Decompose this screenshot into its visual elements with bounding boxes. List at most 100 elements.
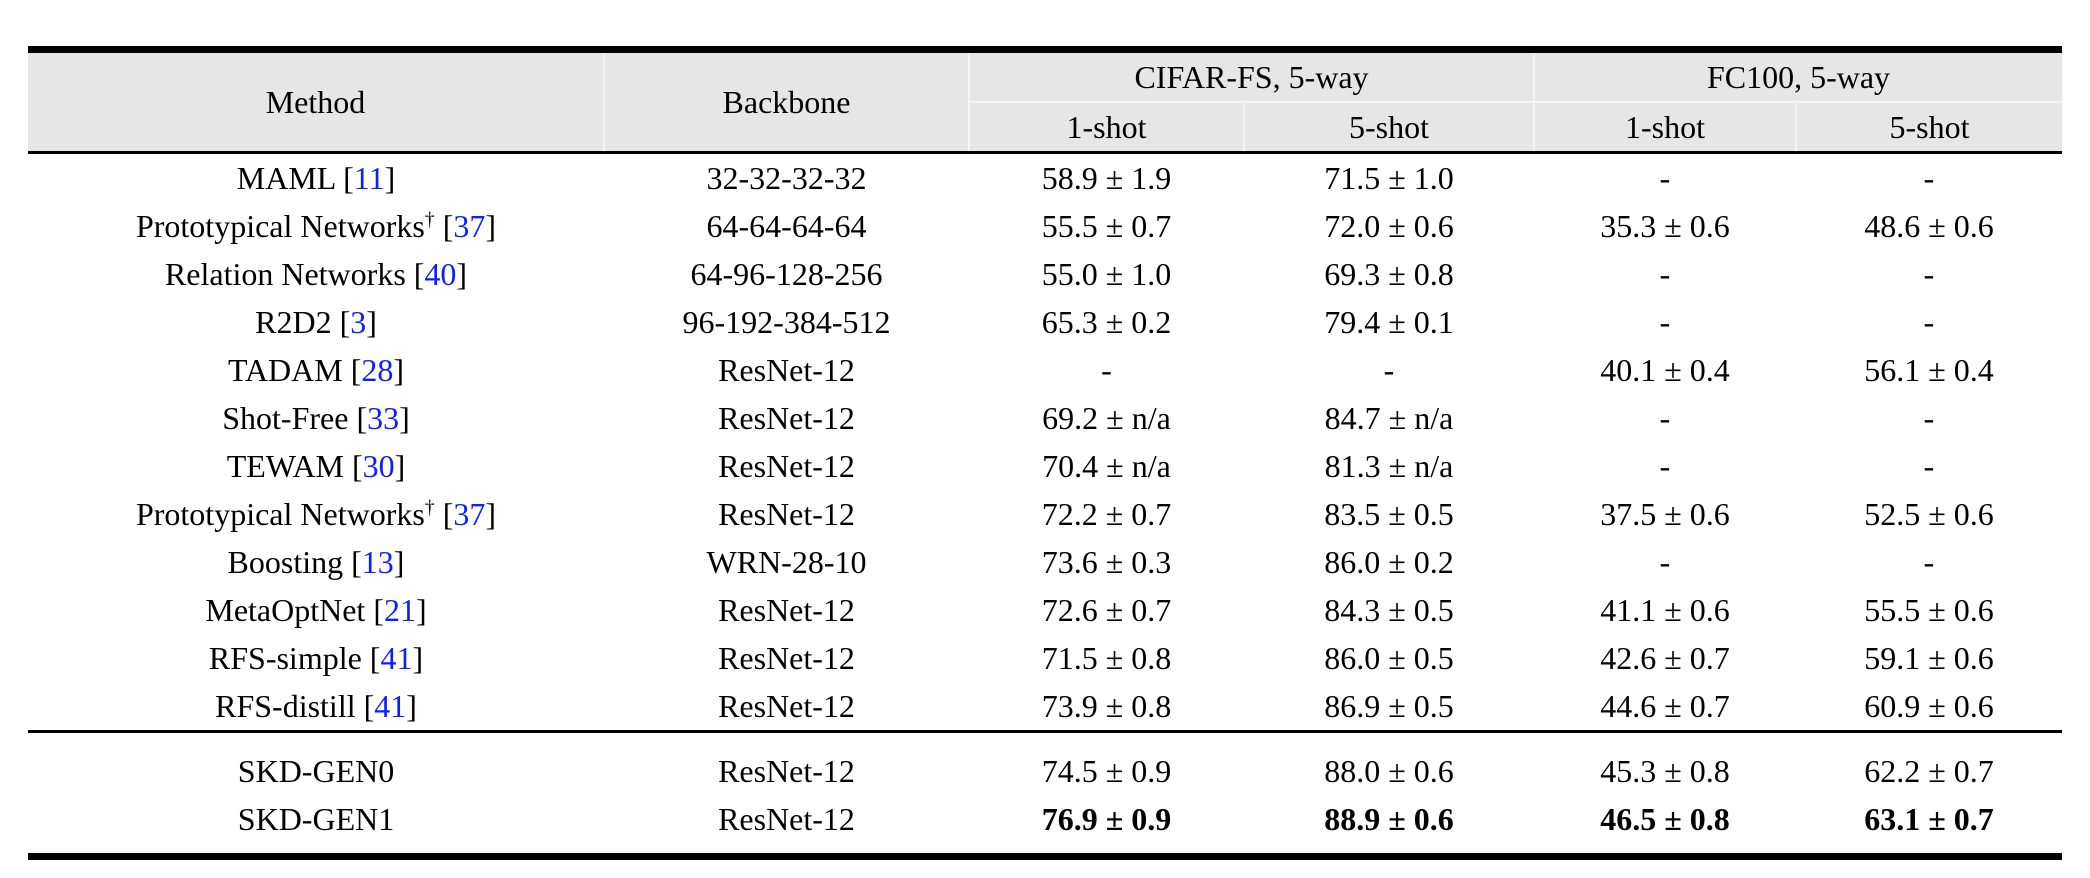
method-cell: RFS-simple [41] — [28, 634, 604, 682]
value-cell-cifar-5shot: 86.0 ± 0.5 — [1244, 634, 1534, 682]
value-cell-cifar-1shot: 72.6 ± 0.7 — [969, 586, 1244, 634]
method-cell: Boosting [13] — [28, 538, 604, 586]
backbone-cell: WRN-28-10 — [604, 538, 969, 586]
value-cell-fc100-1shot: - — [1534, 298, 1796, 346]
method-cell: RFS-distill [41] — [28, 682, 604, 732]
citation-link[interactable]: 37 — [453, 495, 486, 532]
citation-close-bracket: ] — [399, 399, 410, 436]
value-cell-cifar-1shot: 76.9 ± 0.9 — [969, 795, 1244, 857]
citation-open-bracket: [ — [442, 495, 454, 532]
value-cell-cifar-5shot: - — [1244, 346, 1534, 394]
citation-close-bracket: ] — [456, 255, 468, 292]
method-name: SKD-GEN0 — [237, 752, 395, 789]
citation-link[interactable]: 3 — [350, 303, 367, 340]
citation: [33] — [356, 400, 409, 436]
value-cell-fc100-1shot: - — [1534, 250, 1796, 298]
backbone-cell: ResNet-12 — [604, 634, 969, 682]
citation: [13] — [351, 544, 404, 580]
method-name: TADAM — [227, 351, 343, 388]
value-cell-fc100-5shot: - — [1796, 538, 2062, 586]
method-name: Prototypical Networks — [135, 207, 425, 244]
table-row: Boosting [13] WRN-28-10 73.6 ± 0.3 86.0 … — [28, 538, 2062, 586]
col-group-fc100: FC100, 5-way — [1533, 49, 2062, 102]
citation-link[interactable]: 21 — [383, 591, 416, 628]
citation-close-bracket: ] — [366, 303, 377, 340]
value-cell-cifar-5shot: 86.9 ± 0.5 — [1244, 682, 1534, 732]
backbone-cell: ResNet-12 — [604, 731, 969, 795]
method-cell: TADAM [28] — [28, 346, 604, 394]
backbone-cell: ResNet-12 — [604, 346, 969, 394]
citation-link[interactable]: 33 — [367, 399, 400, 436]
citation-close-bracket: ] — [415, 591, 427, 628]
col-header-cifar-5shot: 5-shot — [1243, 101, 1534, 153]
table-row: Prototypical Networks† [37] ResNet-12 72… — [28, 490, 2062, 538]
header-sub-row: 1-shot 5-shot 1-shot 5-shot — [28, 101, 2062, 153]
backbone-cell: ResNet-12 — [604, 490, 969, 538]
table-row: RFS-distill [41] ResNet-12 73.9 ± 0.8 86… — [28, 682, 2062, 732]
value-cell-fc100-1shot: 44.6 ± 0.7 — [1534, 682, 1796, 732]
table-row: TEWAM [30] ResNet-12 70.4 ± n/a 81.3 ± n… — [28, 442, 2062, 490]
table-row: RFS-simple [41] ResNet-12 71.5 ± 0.8 86.… — [28, 634, 2062, 682]
value-cell-fc100-1shot: 46.5 ± 0.8 — [1534, 795, 1796, 857]
citation-open-bracket: [ — [352, 447, 363, 484]
value-cell-fc100-1shot: - — [1534, 152, 1796, 202]
value-cell-fc100-1shot: 42.6 ± 0.7 — [1534, 634, 1796, 682]
method-name: MAML — [236, 159, 336, 196]
value-cell-cifar-5shot: 86.0 ± 0.2 — [1244, 538, 1534, 586]
value-cell-fc100-5shot: 55.5 ± 0.6 — [1796, 586, 2062, 634]
method-name: Boosting — [227, 543, 344, 580]
table-row: MetaOptNet [21] ResNet-12 72.6 ± 0.7 84.… — [28, 586, 2062, 634]
method-cell: R2D2 [3] — [28, 298, 604, 346]
value-cell-fc100-5shot: 48.6 ± 0.6 — [1796, 202, 2062, 250]
citation-open-bracket: [ — [373, 591, 384, 628]
value-cell-cifar-5shot: 84.3 ± 0.5 — [1244, 586, 1534, 634]
value-cell-cifar-1shot: 73.9 ± 0.8 — [969, 682, 1244, 732]
value-cell-fc100-5shot: 56.1 ± 0.4 — [1796, 346, 2062, 394]
table-row: SKD-GEN1 ResNet-12 76.9 ± 0.9 88.9 ± 0.6… — [28, 795, 2062, 857]
table-row: SKD-GEN0 ResNet-12 74.5 ± 0.9 88.0 ± 0.6… — [28, 731, 2062, 795]
citation-link[interactable]: 30 — [362, 447, 395, 484]
value-cell-fc100-5shot: - — [1796, 250, 2062, 298]
value-cell-fc100-1shot: 37.5 ± 0.6 — [1534, 490, 1796, 538]
citation-open-bracket: [ — [363, 687, 375, 724]
citation-close-bracket: ] — [394, 447, 406, 484]
citation-close-bracket: ] — [393, 351, 405, 388]
backbone-cell: ResNet-12 — [604, 394, 969, 442]
baselines-section: MAML [11] 32-32-32-32 58.9 ± 1.9 71.5 ± … — [28, 152, 2062, 732]
backbone-cell: ResNet-12 — [604, 586, 969, 634]
citation: [11] — [343, 160, 395, 196]
citation-close-bracket: ] — [485, 495, 497, 532]
table-row: R2D2 [3] 96-192-384-512 65.3 ± 0.2 79.4 … — [28, 298, 2062, 346]
citation-close-bracket: ] — [485, 207, 497, 244]
value-cell-fc100-1shot: - — [1534, 442, 1796, 490]
method-cell: Prototypical Networks† [37] — [28, 202, 604, 250]
value-cell-cifar-5shot: 72.0 ± 0.6 — [1244, 202, 1534, 250]
citation-link[interactable]: 37 — [453, 207, 486, 244]
value-cell-cifar-1shot: 69.2 ± n/a — [969, 394, 1244, 442]
citation: [41] — [364, 688, 417, 724]
value-cell-cifar-1shot: 70.4 ± n/a — [969, 442, 1244, 490]
citation-link[interactable]: 28 — [361, 351, 394, 388]
citation-link[interactable]: 41 — [374, 687, 407, 724]
value-cell-fc100-1shot: 35.3 ± 0.6 — [1534, 202, 1796, 250]
method-name: RFS-distill — [215, 687, 356, 724]
citation-link[interactable]: 13 — [361, 543, 394, 580]
skd-section: SKD-GEN0 ResNet-12 74.5 ± 0.9 88.0 ± 0.6… — [28, 731, 2062, 857]
citation-link[interactable]: 40 — [424, 255, 457, 292]
value-cell-fc100-5shot: 63.1 ± 0.7 — [1796, 795, 2062, 857]
value-cell-fc100-1shot: 41.1 ± 0.6 — [1534, 586, 1796, 634]
citation: [41] — [370, 640, 423, 676]
value-cell-fc100-5shot: 60.9 ± 0.6 — [1796, 682, 2062, 732]
header-group-row: Method Backbone CIFAR-FS, 5-way FC100, 5… — [28, 49, 2062, 153]
citation-close-bracket: ] — [412, 639, 424, 676]
citation: [40] — [414, 256, 467, 292]
citation-close-bracket: ] — [393, 543, 405, 580]
table-row: MAML [11] 32-32-32-32 58.9 ± 1.9 71.5 ± … — [28, 152, 2062, 202]
method-name: Shot-Free — [222, 399, 349, 436]
value-cell-fc100-5shot: 52.5 ± 0.6 — [1796, 490, 2062, 538]
citation-link[interactable]: 11 — [353, 159, 385, 196]
col-header-fc100-1shot: 1-shot — [1533, 101, 1796, 153]
citation-link[interactable]: 41 — [380, 639, 413, 676]
value-cell-cifar-1shot: 72.2 ± 0.7 — [969, 490, 1244, 538]
